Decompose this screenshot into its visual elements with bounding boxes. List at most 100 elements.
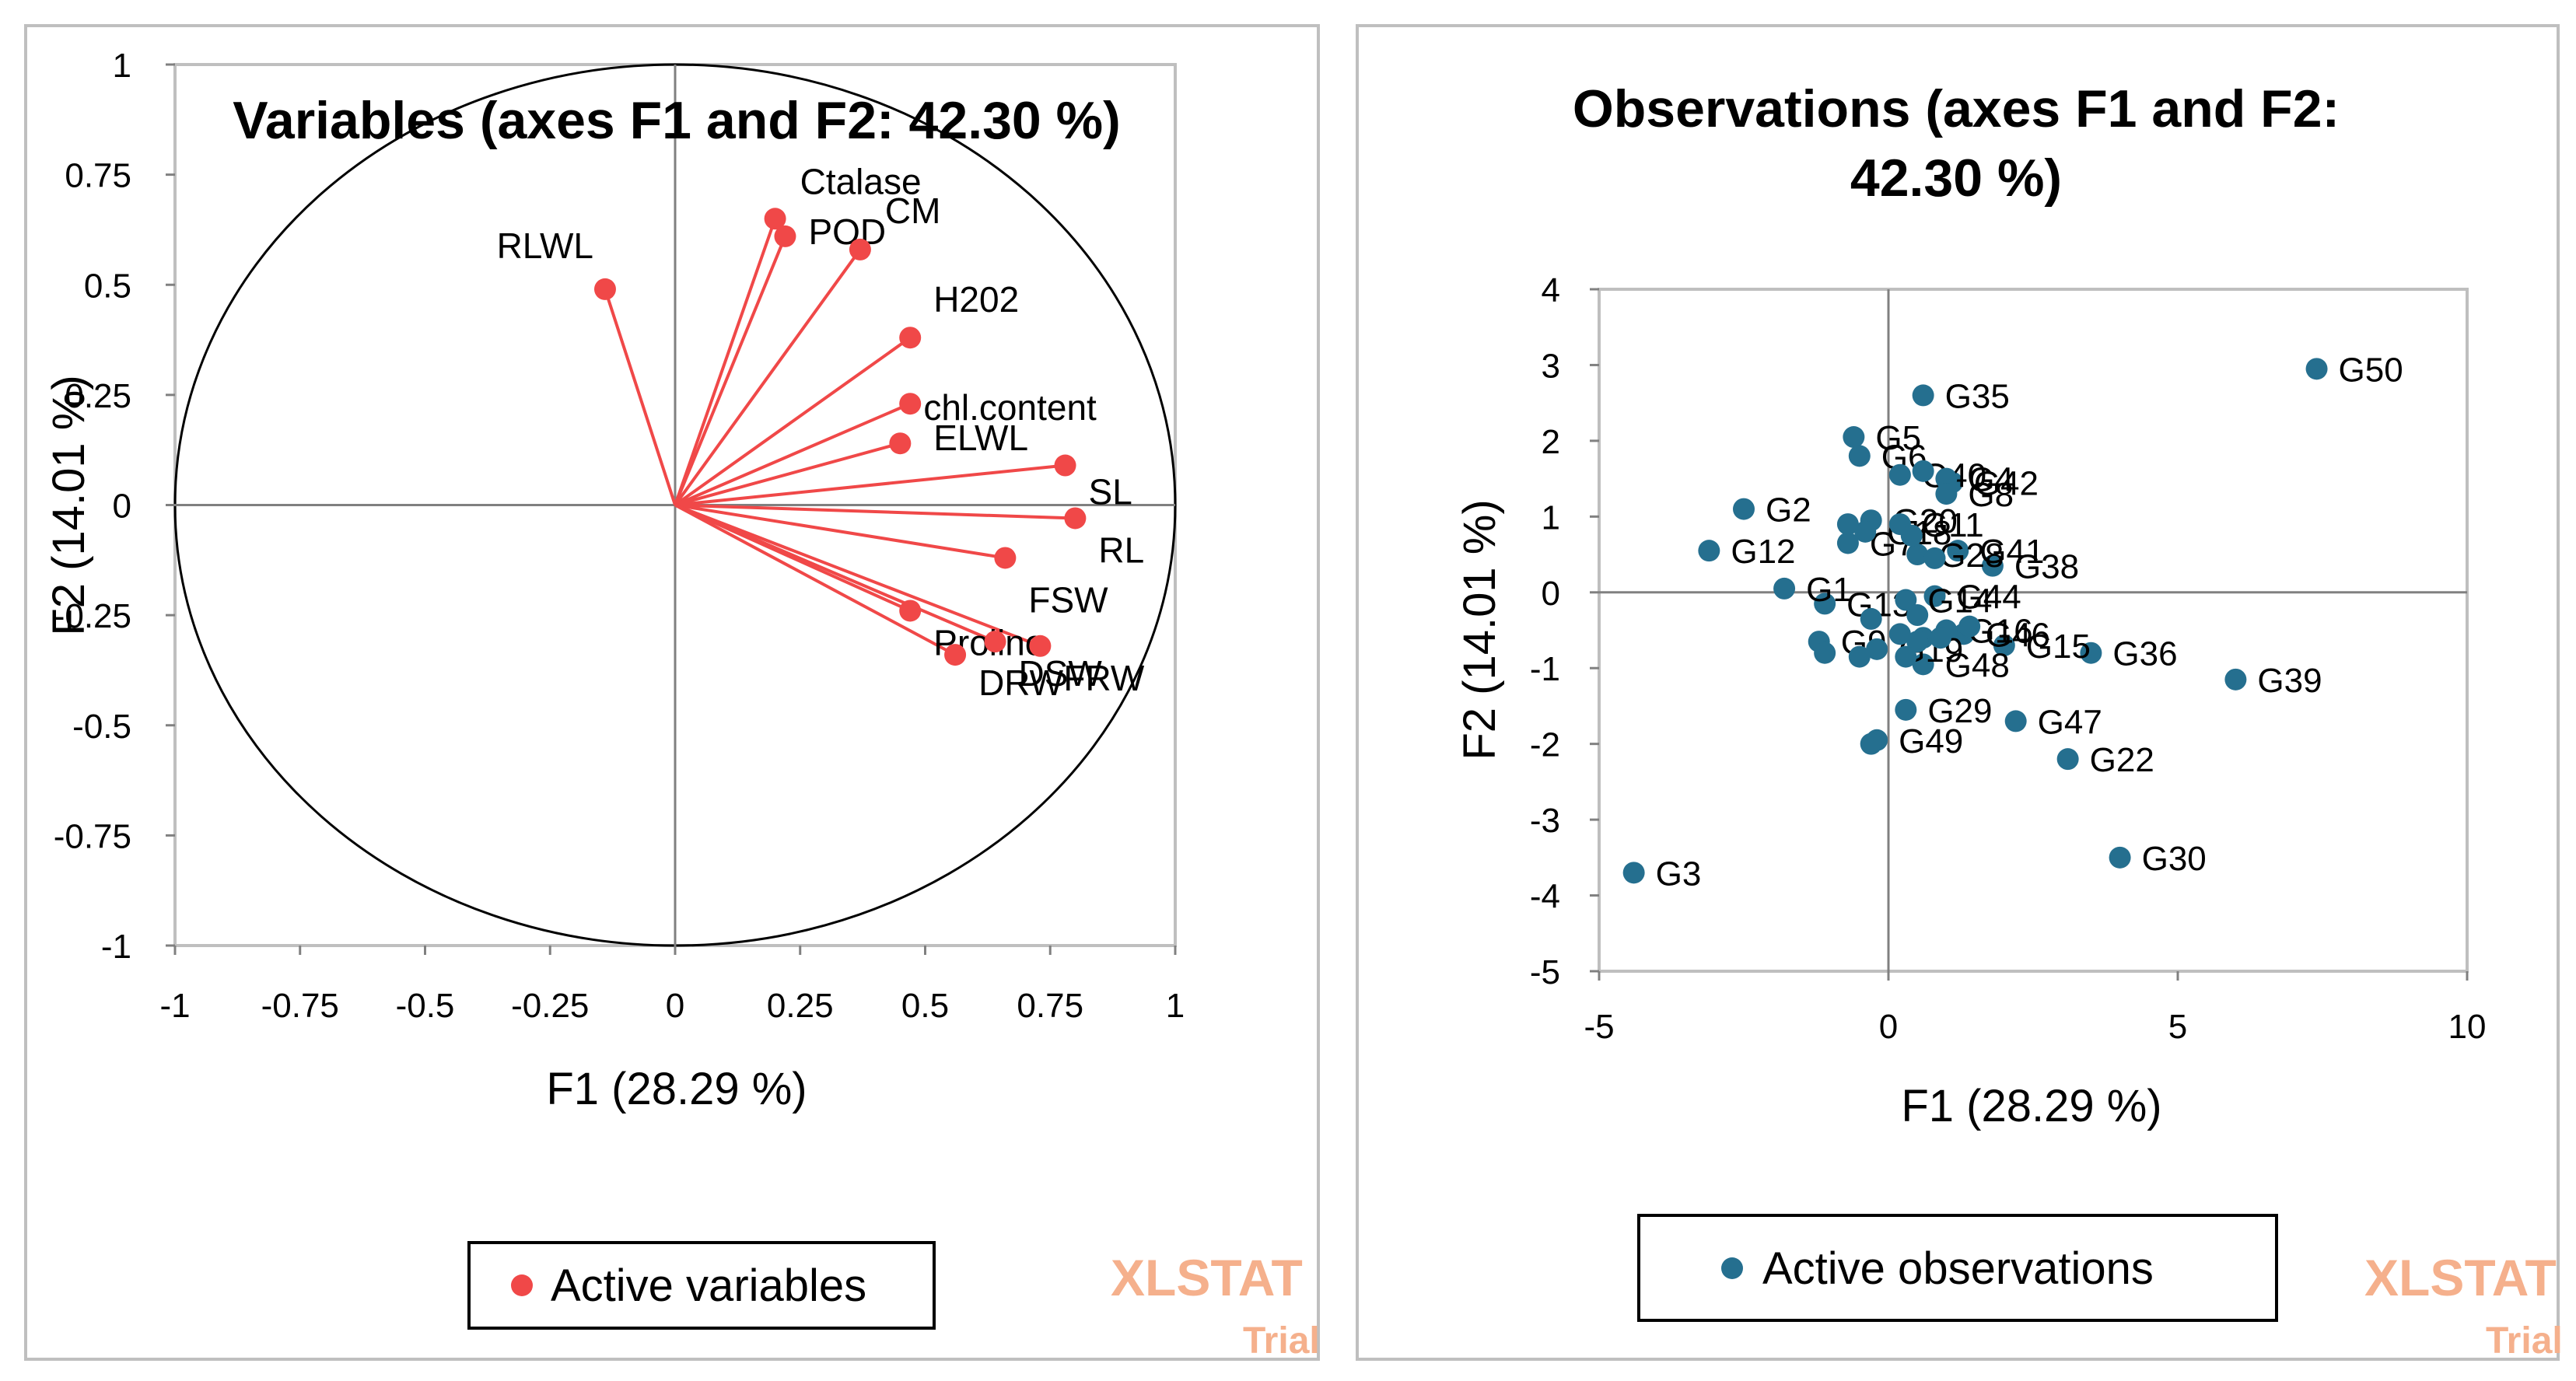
variables-y-tick-label: 0 [113,488,131,526]
point-g22 [2056,748,2079,771]
variables-watermark-trial: Trial [1243,1320,1320,1362]
label-chl-content: chl.content [923,387,1097,428]
point-g41 [1947,540,1969,562]
point-g47 [2004,710,2027,732]
label-g46: G46 [1986,616,2050,654]
vector-h202 [674,336,912,507]
variables-y-axis-label: F2 (14.01 %) [44,375,94,635]
panel-variables-frame [24,24,1320,1361]
vector-pod [674,236,787,506]
label-g50: G50 [2339,351,2403,389]
variables-x-tick-label: 0.5 [901,987,949,1025]
vector-ctalase [674,218,777,506]
variables-x-tick-label: -0.5 [396,987,455,1025]
point-g39 [2224,668,2247,690]
label-g1: G1 [1806,571,1852,609]
variables-legend-label: Active variables [551,1260,866,1311]
label-g4: G4 [1968,461,2014,499]
observations-y-tick-label: -3 [1530,802,1560,840]
variables-y-tick-label: -0.25 [54,597,131,635]
point-g3 [1622,862,1645,884]
point-g29 [1895,698,1917,721]
point-g5 [1843,426,1865,449]
label-h202: H202 [933,279,1019,320]
variables-x-tick-label: 1 [1166,987,1185,1025]
point-g27 [1848,645,1871,668]
label-g2: G2 [1766,491,1811,530]
point-g37 [1836,513,1859,536]
label-rl: RL [1098,530,1144,570]
vector-sl [674,463,1066,507]
point-proline [899,600,922,622]
point-g32 [1912,460,1934,482]
point-g25 [1888,623,1911,645]
observations-x-tick-label: 0 [1879,1008,1898,1046]
point-g4 [1935,467,1958,490]
label-g36: G36 [2112,635,2177,673]
point-g12 [1698,540,1720,562]
point-g33 [1895,645,1917,668]
point-g38 [1981,554,2004,577]
variables-x-tick-label: 0 [666,987,684,1025]
observations-legend-label: Active observations [1762,1243,2154,1294]
label-sl: SL [1089,472,1132,512]
vector-dsw [674,503,996,643]
variables-y-tick-label: -0.75 [54,817,131,855]
point-g35 [1912,384,1934,407]
label-dsw: DSW [1019,653,1103,694]
label-g29: G29 [1927,692,1992,730]
label-cm: CM [885,191,941,231]
variables-chart-title: Variables (axes F1 and F2: 42.30 %) [233,91,1120,150]
variables-chart: -1 -0.75 -0.5 -0.25 0 0.25 0.5 0.75 1 1 0.75 0.5 0.2… [54,47,1185,1025]
point-g50 [2305,358,2328,380]
label-rlwl: RLWL [497,226,593,266]
label-g14: G14 [1927,582,1992,621]
observations-x-tick-label: 5 [2168,1008,2187,1046]
observations-y-tick-label: -1 [1530,650,1560,688]
observations-chart-title-line2: 42.30 %) [1850,149,2062,208]
label-g30: G30 [2142,840,2207,878]
vector-rl [674,503,1076,520]
variables-y-tick-label: 0.25 [65,377,131,415]
observations-y-tick-label: 1 [1542,498,1560,537]
label-g8: G8 [1968,476,2014,514]
point-g17 [1900,524,1923,547]
point-drw [944,644,967,666]
label-ctalase: Ctalase [800,161,922,201]
label-fsw: FSW [1028,579,1108,620]
label-g22: G22 [2090,741,2154,779]
point-g26 [1906,631,1929,653]
label-g48: G48 [1945,646,2010,684]
point-g6 [1848,445,1871,467]
variables-x-tick-label: -0.75 [261,987,339,1025]
label-frw: FRW [1063,658,1144,698]
observations-watermark-xlstat: XLSTAT [2364,1249,2557,1306]
point-g31 [1906,604,1929,627]
observations-x-tick-label: -5 [1584,1008,1614,1046]
variables-y-tick-label: 1 [113,47,131,85]
observations-legend-marker [1721,1257,1743,1279]
vector-chl-content [674,442,901,507]
variables-y-tick-label: 0.5 [84,267,131,305]
variables-x-tick-label: 0.25 [767,987,834,1025]
variables-watermark-xlstat: XLSTAT [1111,1249,1303,1306]
point-pod [774,225,796,247]
panel-observations-frame [1356,24,2560,1361]
label-g11: G11 [1922,506,1984,544]
label-g5: G5 [1875,419,1921,457]
label-g49: G49 [1899,722,1963,760]
observations-y-tick-label: -5 [1530,953,1560,991]
point-chl-content [889,432,912,455]
label-elwl: ELWL [933,418,1028,458]
observations-y-tick-label: 4 [1542,271,1560,309]
variables-x-tick-label: 0.75 [1017,987,1083,1025]
point-g34 [1958,615,1981,638]
point-rl [1064,507,1087,530]
point-g10 [1814,642,1836,664]
point-h202 [899,327,922,349]
point-g14 [1895,589,1917,611]
point-g48 [1912,653,1934,676]
label-g12: G12 [1731,533,1795,571]
variables-y-tick-label: -1 [101,928,131,966]
